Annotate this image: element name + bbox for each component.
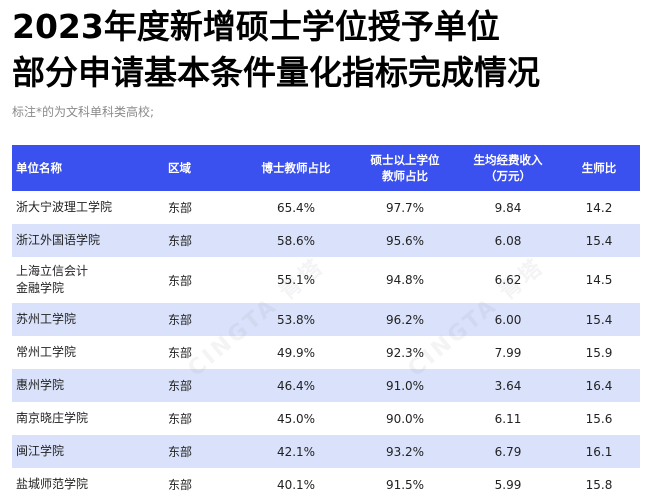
- cell-region: 东部: [168, 346, 193, 360]
- title-line-1: 2023年度新增硕士学位授予单位: [12, 7, 500, 46]
- cell-funding: 6.08: [494, 233, 522, 248]
- header-funding-line1: 生均经费收入: [473, 153, 543, 167]
- cell-name: 南京晓庄学院: [16, 411, 89, 425]
- table-row: 常州工学院 东部 49.9% 92.3% 7.99 15.9: [12, 336, 640, 369]
- cell-region: 东部: [168, 445, 193, 459]
- cell-funding: 9.84: [494, 200, 522, 215]
- header-master-ratio-line2: 教师占比: [382, 169, 428, 183]
- cell-region: 东部: [168, 201, 193, 215]
- cell-phd-ratio: 46.4%: [276, 378, 316, 393]
- cell-phd-ratio: 42.1%: [276, 444, 316, 459]
- header-phd-ratio: 博士教师占比: [261, 161, 331, 175]
- cell-name-line1: 上海立信会计: [16, 264, 89, 278]
- cell-ratio: 15.9: [585, 345, 613, 360]
- cell-ratio: 15.8: [585, 477, 613, 492]
- cell-region: 东部: [168, 379, 193, 393]
- cell-name: 常州工学院: [16, 345, 77, 359]
- cell-phd-ratio: 53.8%: [276, 312, 316, 327]
- cell-ratio: 15.4: [585, 233, 613, 248]
- cell-funding: 6.79: [494, 444, 522, 459]
- cell-funding: 7.99: [494, 345, 522, 360]
- header-unit-name: 单位名称: [16, 161, 62, 175]
- cell-funding: 3.64: [494, 378, 522, 393]
- cell-ratio: 16.4: [585, 378, 613, 393]
- cell-name: 浙大宁波理工学院: [16, 200, 113, 214]
- cell-master-ratio: 93.2%: [385, 444, 425, 459]
- table-row: 盐城师范学院 东部 40.1% 91.5% 5.99 15.8: [12, 468, 640, 501]
- cell-region: 东部: [168, 273, 193, 288]
- cell-phd-ratio: 58.6%: [276, 233, 316, 248]
- cell-funding: 5.99: [494, 477, 522, 492]
- cell-master-ratio: 92.3%: [385, 345, 425, 360]
- footnote: 标注*的为文科单科类高校;: [12, 105, 155, 119]
- cell-ratio: 14.2: [585, 200, 613, 215]
- cell-phd-ratio: 65.4%: [276, 200, 316, 215]
- data-table: 单位名称 区域 博士教师占比 硕士以上学位 教师占比 生均经费收入 （万元） 生师比…: [12, 145, 640, 501]
- cell-region: 东部: [168, 412, 193, 426]
- cell-master-ratio: 94.8%: [385, 273, 425, 287]
- cell-region: 东部: [168, 478, 193, 492]
- cell-phd-ratio: 45.0%: [276, 411, 316, 426]
- cell-name: 惠州学院: [16, 378, 65, 392]
- table-row: 苏州工学院 东部 53.8% 96.2% 6.00 15.4: [12, 303, 640, 336]
- cell-name: 盐城师范学院: [16, 477, 89, 491]
- cell-ratio: 14.5: [585, 273, 613, 287]
- cell-phd-ratio: 55.1%: [276, 273, 316, 287]
- table-row: 南京晓庄学院 东部 45.0% 90.0% 6.11 15.6: [12, 402, 640, 435]
- cell-funding: 6.62: [494, 273, 522, 287]
- cell-phd-ratio: 40.1%: [276, 477, 316, 492]
- cell-ratio: 15.6: [585, 411, 613, 426]
- cell-region: 东部: [168, 234, 193, 248]
- table-row: 惠州学院 东部 46.4% 91.0% 3.64 16.4: [12, 369, 640, 402]
- header-master-ratio: 硕士以上学位 教师占比: [352, 145, 458, 191]
- header-funding: 生均经费收入 （万元）: [458, 145, 558, 191]
- cell-master-ratio: 90.0%: [385, 411, 425, 426]
- cell-name: 闽江学院: [16, 444, 65, 458]
- cell-master-ratio: 95.6%: [385, 233, 425, 248]
- cell-name: 苏州工学院: [16, 312, 77, 326]
- table-row: 浙大宁波理工学院 东部 65.4% 97.7% 9.84 14.2: [12, 191, 640, 224]
- table-header-row: 单位名称 区域 博士教师占比 硕士以上学位 教师占比 生均经费收入 （万元） 生师比: [12, 145, 640, 191]
- cell-master-ratio: 97.7%: [385, 200, 425, 215]
- cell-ratio: 15.4: [585, 312, 613, 327]
- table-row: 闽江学院 东部 42.1% 93.2% 6.79 16.1: [12, 435, 640, 468]
- cell-master-ratio: 96.2%: [385, 312, 425, 327]
- table-row: 上海立信会计 金融学院 东部 55.1% 94.8% 6.62 14.5: [12, 257, 640, 303]
- header-student-teacher-ratio: 生师比: [581, 161, 617, 175]
- page-title: 2023年度新增硕士学位授予单位 部分申请基本条件量化指标完成情况: [12, 4, 540, 96]
- cell-phd-ratio: 49.9%: [276, 345, 316, 360]
- header-region: 区域: [168, 161, 191, 175]
- cell-funding: 6.11: [494, 411, 522, 426]
- title-line-2: 部分申请基本条件量化指标完成情况: [12, 53, 540, 92]
- cell-funding: 6.00: [494, 312, 522, 327]
- cell-name: 浙江外国语学院: [16, 233, 101, 247]
- header-master-ratio-line1: 硕士以上学位: [370, 153, 440, 167]
- cell-ratio: 16.1: [585, 444, 613, 459]
- cell-name-line2: 金融学院: [16, 281, 65, 295]
- cell-region: 东部: [168, 313, 193, 327]
- cell-master-ratio: 91.5%: [385, 477, 425, 492]
- header-funding-line2: （万元）: [485, 169, 531, 183]
- table-row: 浙江外国语学院 东部 58.6% 95.6% 6.08 15.4: [12, 224, 640, 257]
- cell-name: 上海立信会计 金融学院: [12, 257, 162, 303]
- cell-master-ratio: 91.0%: [385, 378, 425, 393]
